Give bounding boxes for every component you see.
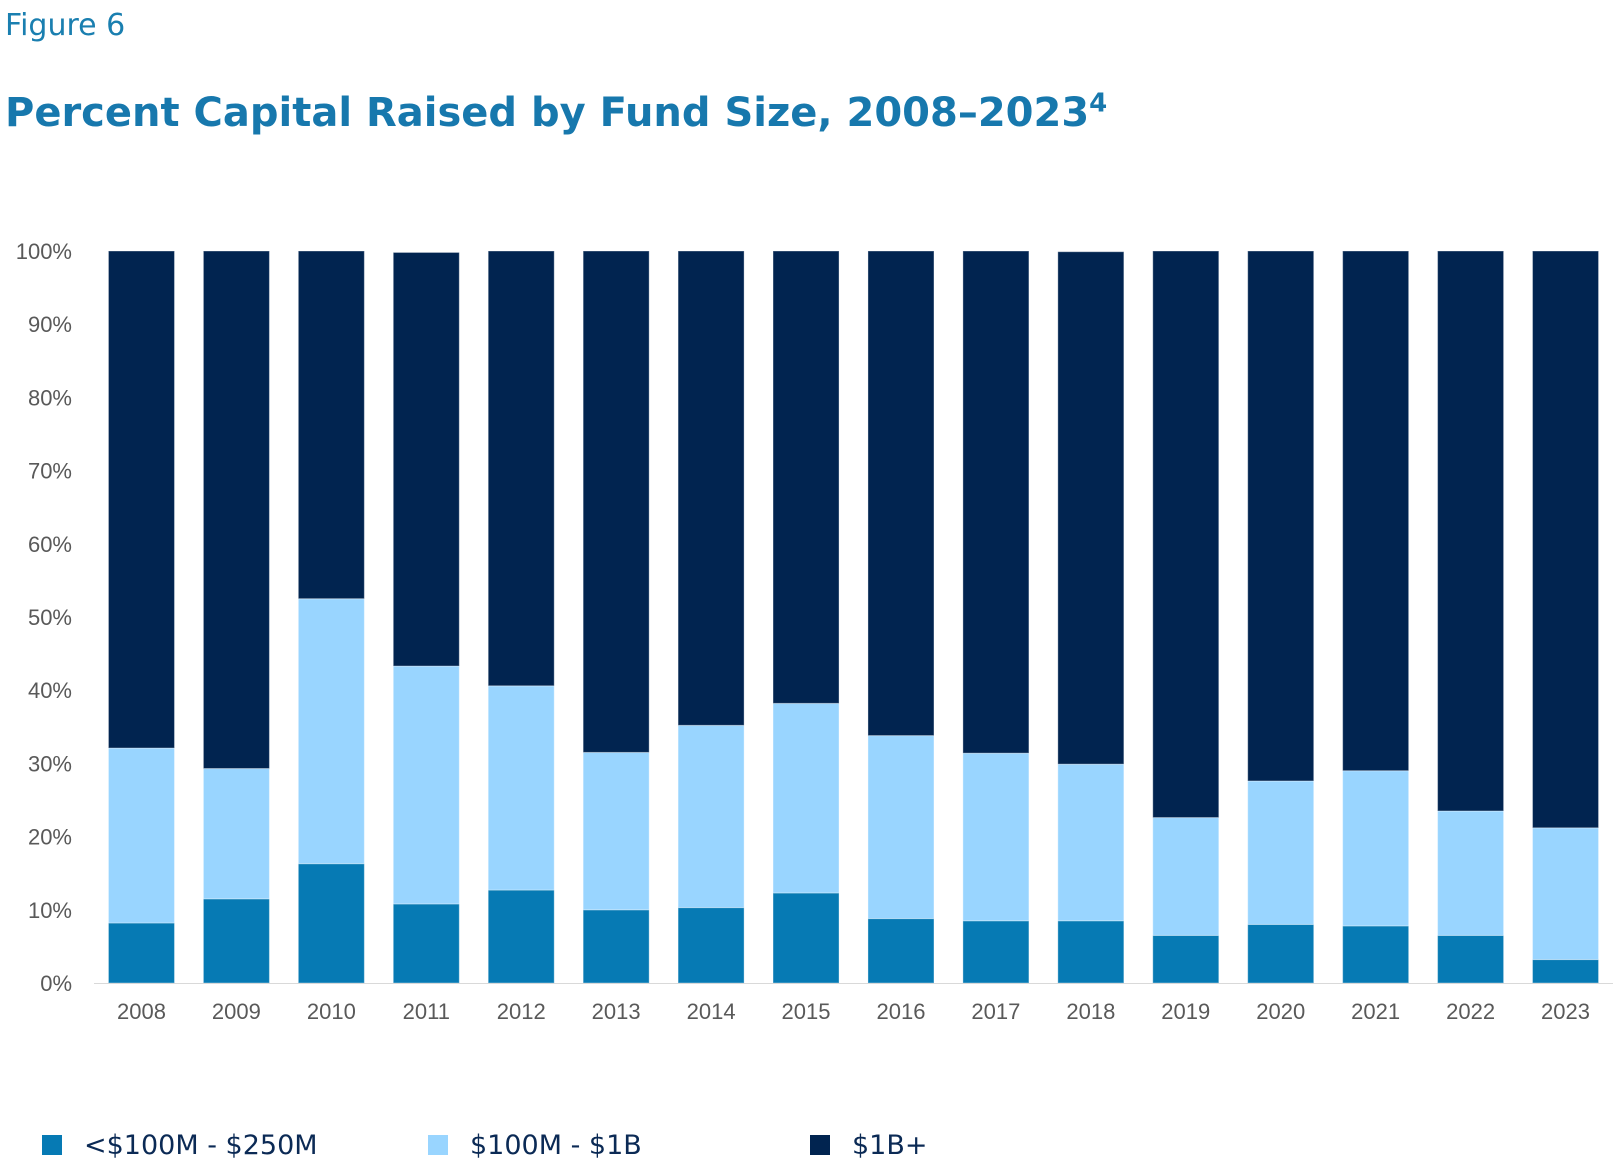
- y-tick-label: 20%: [28, 825, 72, 850]
- bar-segment-2008-series-2: [107, 250, 175, 749]
- bar-segment-2023-series-1: [1532, 827, 1600, 961]
- bar-segment-2013-series-2: [582, 250, 650, 753]
- bar-segment-2023-series-0: [1532, 959, 1600, 984]
- legend-swatch-small-funds: [42, 1135, 62, 1155]
- y-tick-label: 50%: [28, 605, 72, 630]
- bars-group: [107, 250, 1600, 984]
- stacked-bar-chart: 0%10%20%30%40%50%60%70%80%90%100% 2008 20…: [16, 239, 1613, 1024]
- bar-segment-2010-series-2: [297, 250, 365, 600]
- y-tick-label: 0%: [40, 971, 72, 996]
- bar-segment-2020-series-0: [1247, 923, 1315, 984]
- x-tick-label: 2020: [1256, 999, 1305, 1024]
- bar-segment-2017-series-2: [962, 250, 1030, 754]
- bar-segment-2012-series-2: [487, 250, 555, 687]
- x-tick-label: 2023: [1541, 999, 1590, 1024]
- y-axis: 0% 10% 20% 30% 40% 50% 60% 70% 80% 90% 100%: [16, 239, 72, 996]
- bar-segment-2013-series-1: [582, 751, 650, 911]
- bar-segment-2009-series-1: [202, 768, 270, 900]
- y-tick-label: 40%: [28, 678, 72, 703]
- bar-segment-2014-series-2: [677, 250, 745, 726]
- x-tick-label: 2012: [497, 999, 546, 1024]
- bar-segment-2015-series-2: [772, 250, 840, 704]
- bar-segment-2023-series-2: [1532, 250, 1600, 829]
- y-tick-label: 70%: [28, 459, 72, 484]
- bar-segment-2008-series-1: [107, 747, 175, 924]
- legend-swatch-mid-funds: [428, 1135, 448, 1155]
- y-tick-label: 90%: [28, 312, 72, 337]
- chart-title-text: Percent Capital Raised by Fund Size, 200…: [5, 90, 1090, 136]
- bar-segment-2015-series-0: [772, 892, 840, 984]
- legend-label-mid-funds: $100M - $1B: [470, 1129, 642, 1161]
- y-tick-label: 60%: [28, 532, 72, 557]
- y-tick-label: 100%: [16, 239, 72, 264]
- x-tick-label: 2019: [1161, 999, 1210, 1024]
- x-tick-label: 2018: [1066, 999, 1115, 1024]
- bar-segment-2019-series-0: [1152, 934, 1220, 984]
- bar-segment-2013-series-0: [582, 909, 650, 984]
- legend-label-small-funds: <$100M - $250M: [84, 1129, 318, 1161]
- bar-segment-2021-series-1: [1342, 770, 1410, 927]
- bar-segment-2009-series-2: [202, 250, 270, 770]
- bar-segment-2010-series-0: [297, 863, 365, 984]
- legend-item-small-funds: <$100M - $250M: [42, 1125, 318, 1165]
- x-tick-label: 2015: [782, 999, 831, 1024]
- bar-segment-2012-series-1: [487, 685, 555, 891]
- bar-segment-2019-series-1: [1152, 817, 1220, 936]
- bar-segment-2022-series-2: [1437, 250, 1505, 812]
- y-tick-label: 80%: [28, 385, 72, 410]
- legend: <$100M - $250M $100M - $1B $1B+: [0, 1125, 1618, 1165]
- bar-segment-2011-series-0: [392, 903, 460, 984]
- x-tick-label: 2008: [117, 999, 166, 1024]
- x-tick-label: 2022: [1446, 999, 1495, 1024]
- bar-segment-2021-series-2: [1342, 250, 1410, 772]
- bar-segment-2014-series-0: [677, 907, 745, 984]
- bar-segment-2014-series-1: [677, 724, 745, 909]
- bar-segment-2018-series-2: [1057, 251, 1125, 765]
- bar-segment-2016-series-2: [867, 250, 935, 737]
- bar-segment-2010-series-1: [297, 598, 365, 865]
- bar-segment-2021-series-0: [1342, 925, 1410, 984]
- figure-label: Figure 6: [5, 8, 126, 43]
- x-tick-label: 2013: [592, 999, 641, 1024]
- x-tick-label: 2009: [212, 999, 261, 1024]
- bar-segment-2018-series-0: [1057, 920, 1125, 984]
- bar-segment-2018-series-1: [1057, 763, 1125, 922]
- legend-swatch-large-funds: [810, 1135, 830, 1155]
- bar-segment-2022-series-1: [1437, 810, 1505, 936]
- x-axis: 2008 2009 2010 2011 2012 2013 2014 2015 2016 2017…: [94, 983, 1613, 1024]
- chart-title: Percent Capital Raised by Fund Size, 200…: [5, 90, 1107, 136]
- y-tick-label: 10%: [28, 898, 72, 923]
- x-tick-label: 2016: [876, 999, 925, 1024]
- bar-segment-2015-series-1: [772, 702, 840, 894]
- x-tick-label: 2014: [687, 999, 736, 1024]
- bar-segment-2020-series-2: [1247, 250, 1315, 782]
- bar-segment-2019-series-2: [1152, 250, 1220, 819]
- x-tick-label: 2011: [403, 999, 450, 1024]
- legend-item-mid-funds: $100M - $1B: [428, 1125, 642, 1165]
- x-tick-label: 2017: [971, 999, 1020, 1024]
- x-tick-label: 2021: [1351, 999, 1400, 1024]
- bar-segment-2009-series-0: [202, 898, 270, 984]
- title-footnote-marker: 4: [1089, 88, 1108, 119]
- legend-label-large-funds: $1B+: [852, 1129, 928, 1161]
- x-tick-label: 2010: [307, 999, 356, 1024]
- bar-segment-2016-series-1: [867, 735, 935, 920]
- bar-segment-2012-series-0: [487, 889, 555, 984]
- bar-segment-2017-series-1: [962, 752, 1030, 922]
- bar-segment-2017-series-0: [962, 920, 1030, 984]
- legend-item-large-funds: $1B+: [810, 1125, 928, 1165]
- y-tick-label: 30%: [28, 751, 72, 776]
- bar-segment-2022-series-0: [1437, 934, 1505, 984]
- bar-segment-2011-series-1: [392, 665, 460, 905]
- bar-segment-2008-series-0: [107, 922, 175, 984]
- bar-segment-2016-series-0: [867, 918, 935, 984]
- bar-segment-2011-series-2: [392, 251, 460, 667]
- bar-segment-2020-series-1: [1247, 780, 1315, 925]
